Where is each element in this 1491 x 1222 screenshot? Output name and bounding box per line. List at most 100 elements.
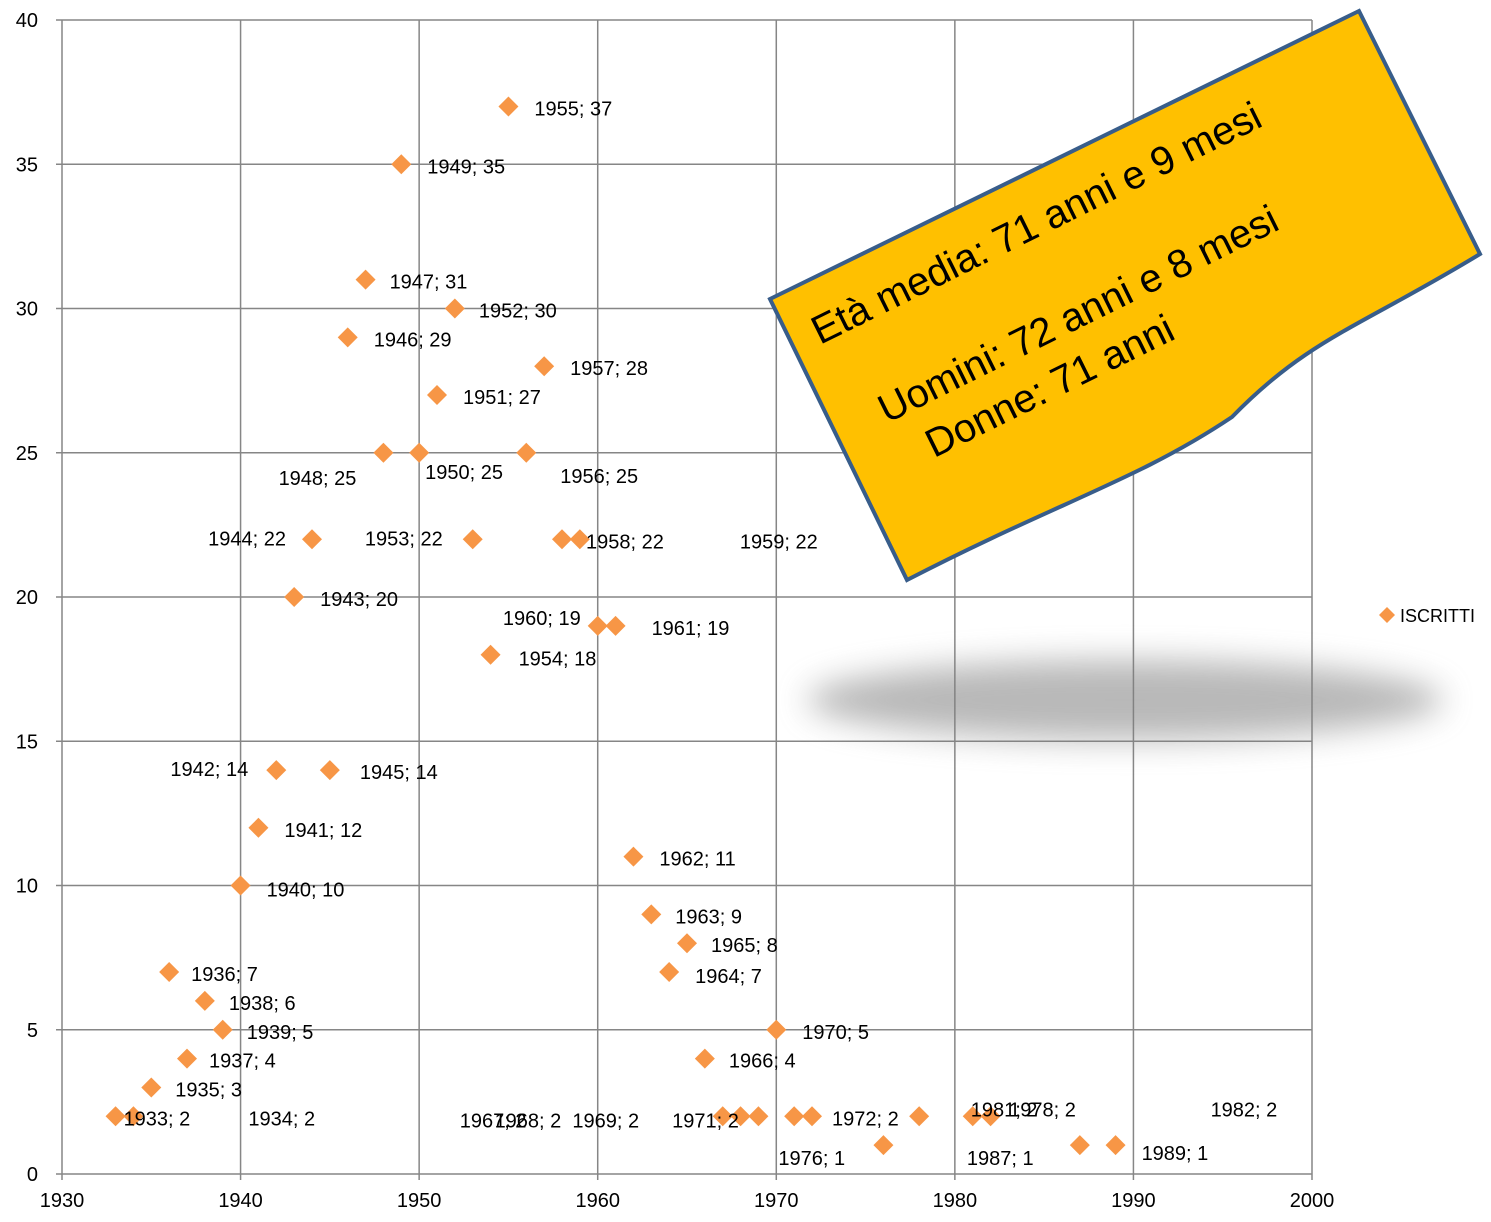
data-point	[587, 615, 608, 636]
data-label: 1964; 7	[695, 966, 762, 988]
y-tick-label: 5	[27, 1020, 38, 1042]
data-label: 1941; 12	[284, 820, 362, 842]
data-label: 1945; 14	[360, 762, 438, 784]
legend: ISCRITTI	[1379, 606, 1475, 626]
callout-annotation: Età media: 71 anni e 9 mesi Uomini: 72 a…	[767, 8, 1483, 740]
data-label: 1961; 19	[652, 618, 730, 640]
data-point	[159, 962, 180, 983]
data-point	[212, 1019, 233, 1040]
data-point	[141, 1077, 162, 1098]
data-labels: 1933; 2 1934; 2 1935; 3 1936; 7 1937; 4 1938;…	[124, 99, 1278, 1171]
data-point	[748, 1106, 769, 1127]
data-label: 1969; 2	[572, 1110, 639, 1132]
data-label: 1965; 8	[711, 935, 778, 957]
data-label: 1970; 5	[802, 1022, 869, 1044]
data-point	[659, 962, 680, 983]
data-label: 1958; 22	[586, 531, 664, 553]
data-label: 1968; 2	[495, 1110, 562, 1132]
data-point	[230, 875, 251, 896]
grid-lines	[62, 19, 1313, 1174]
data-point	[552, 529, 572, 550]
y-tick-label: 15	[16, 731, 38, 753]
data-point	[516, 442, 537, 463]
y-tick-label: 30	[16, 299, 38, 321]
data-points	[105, 96, 1126, 1156]
data-label: 1947; 31	[390, 272, 468, 294]
data-point	[712, 1106, 733, 1127]
data-point	[355, 269, 376, 290]
data-label: 1956; 25	[560, 466, 638, 488]
data-label: 1938; 6	[229, 993, 296, 1015]
data-point	[623, 846, 644, 867]
data-point	[373, 442, 394, 463]
data-point	[337, 327, 358, 348]
data-point	[480, 644, 501, 665]
y-tick-label: 25	[16, 443, 38, 465]
callout-shape	[767, 8, 1483, 583]
data-label: 1963; 9	[675, 906, 742, 928]
x-tick-label: 2000	[1290, 1190, 1335, 1212]
data-point	[694, 1048, 715, 1069]
x-tick-label: 1950	[397, 1190, 442, 1212]
data-point	[873, 1135, 894, 1156]
data-label: 1959; 22	[740, 531, 818, 553]
data-point	[909, 1106, 930, 1127]
data-label: 1987; 1	[967, 1148, 1034, 1170]
data-point	[1069, 1135, 1090, 1156]
data-point	[302, 529, 322, 550]
data-point	[462, 529, 483, 550]
data-point	[427, 385, 447, 406]
data-label: 1952; 30	[479, 301, 557, 323]
data-label: 1960; 19	[503, 608, 581, 630]
y-tick-label: 20	[16, 587, 38, 609]
x-tick-label: 1940	[218, 1190, 263, 1212]
data-label: 1966; 4	[729, 1051, 796, 1073]
data-label: 1948; 25	[279, 468, 357, 490]
data-label: 1934; 2	[248, 1108, 315, 1130]
data-point	[266, 760, 287, 781]
data-point	[177, 1048, 197, 1069]
data-label: 1950; 25	[425, 462, 503, 484]
x-tick-label: 1960	[575, 1190, 620, 1212]
data-label: 1933; 2	[124, 1108, 191, 1130]
legend-marker	[1379, 607, 1395, 623]
data-point	[1105, 1135, 1126, 1156]
x-tick-label: 1980	[933, 1190, 978, 1212]
data-label: 1982; 2	[1211, 1099, 1278, 1121]
data-point	[641, 904, 662, 925]
data-label: 1937; 4	[209, 1051, 276, 1073]
data-point	[569, 529, 590, 550]
y-axis-ticks: 0 5 10 15 20 25 30 35 40	[16, 10, 38, 1186]
data-label: 1962; 11	[659, 849, 735, 871]
data-point	[766, 1019, 787, 1040]
data-point	[802, 1106, 822, 1127]
data-point	[980, 1106, 1001, 1127]
data-point	[677, 933, 697, 954]
y-tick-label: 40	[16, 10, 38, 32]
data-label: 1951; 27	[463, 387, 541, 409]
data-point	[248, 817, 269, 838]
data-label: 1943; 20	[320, 589, 398, 611]
data-label: 1971; 2	[672, 1110, 739, 1132]
data-point	[784, 1106, 805, 1127]
data-label: 1989; 1	[1142, 1143, 1209, 1165]
data-label: 1944; 22	[208, 528, 286, 550]
data-label: 1957; 28	[570, 358, 648, 380]
legend-label: ISCRITTI	[1400, 606, 1475, 626]
data-point	[194, 990, 215, 1011]
callout-shadow	[807, 660, 1443, 740]
data-label: 1967; 2	[460, 1110, 527, 1132]
data-label: 1942; 14	[170, 759, 248, 781]
data-label: 1972; 2	[832, 1108, 899, 1130]
data-label: 1976; 1	[778, 1148, 845, 1170]
x-tick-label: 1930	[40, 1190, 85, 1212]
data-point	[123, 1106, 144, 1127]
data-point	[444, 298, 465, 319]
data-label: 1981; 2	[971, 1099, 1038, 1121]
data-label: 1935; 3	[175, 1079, 242, 1101]
data-label: 1954; 18	[519, 649, 597, 671]
data-label: 1936; 7	[191, 964, 258, 986]
data-point	[319, 760, 340, 781]
data-point	[498, 96, 519, 117]
data-point	[730, 1106, 751, 1127]
